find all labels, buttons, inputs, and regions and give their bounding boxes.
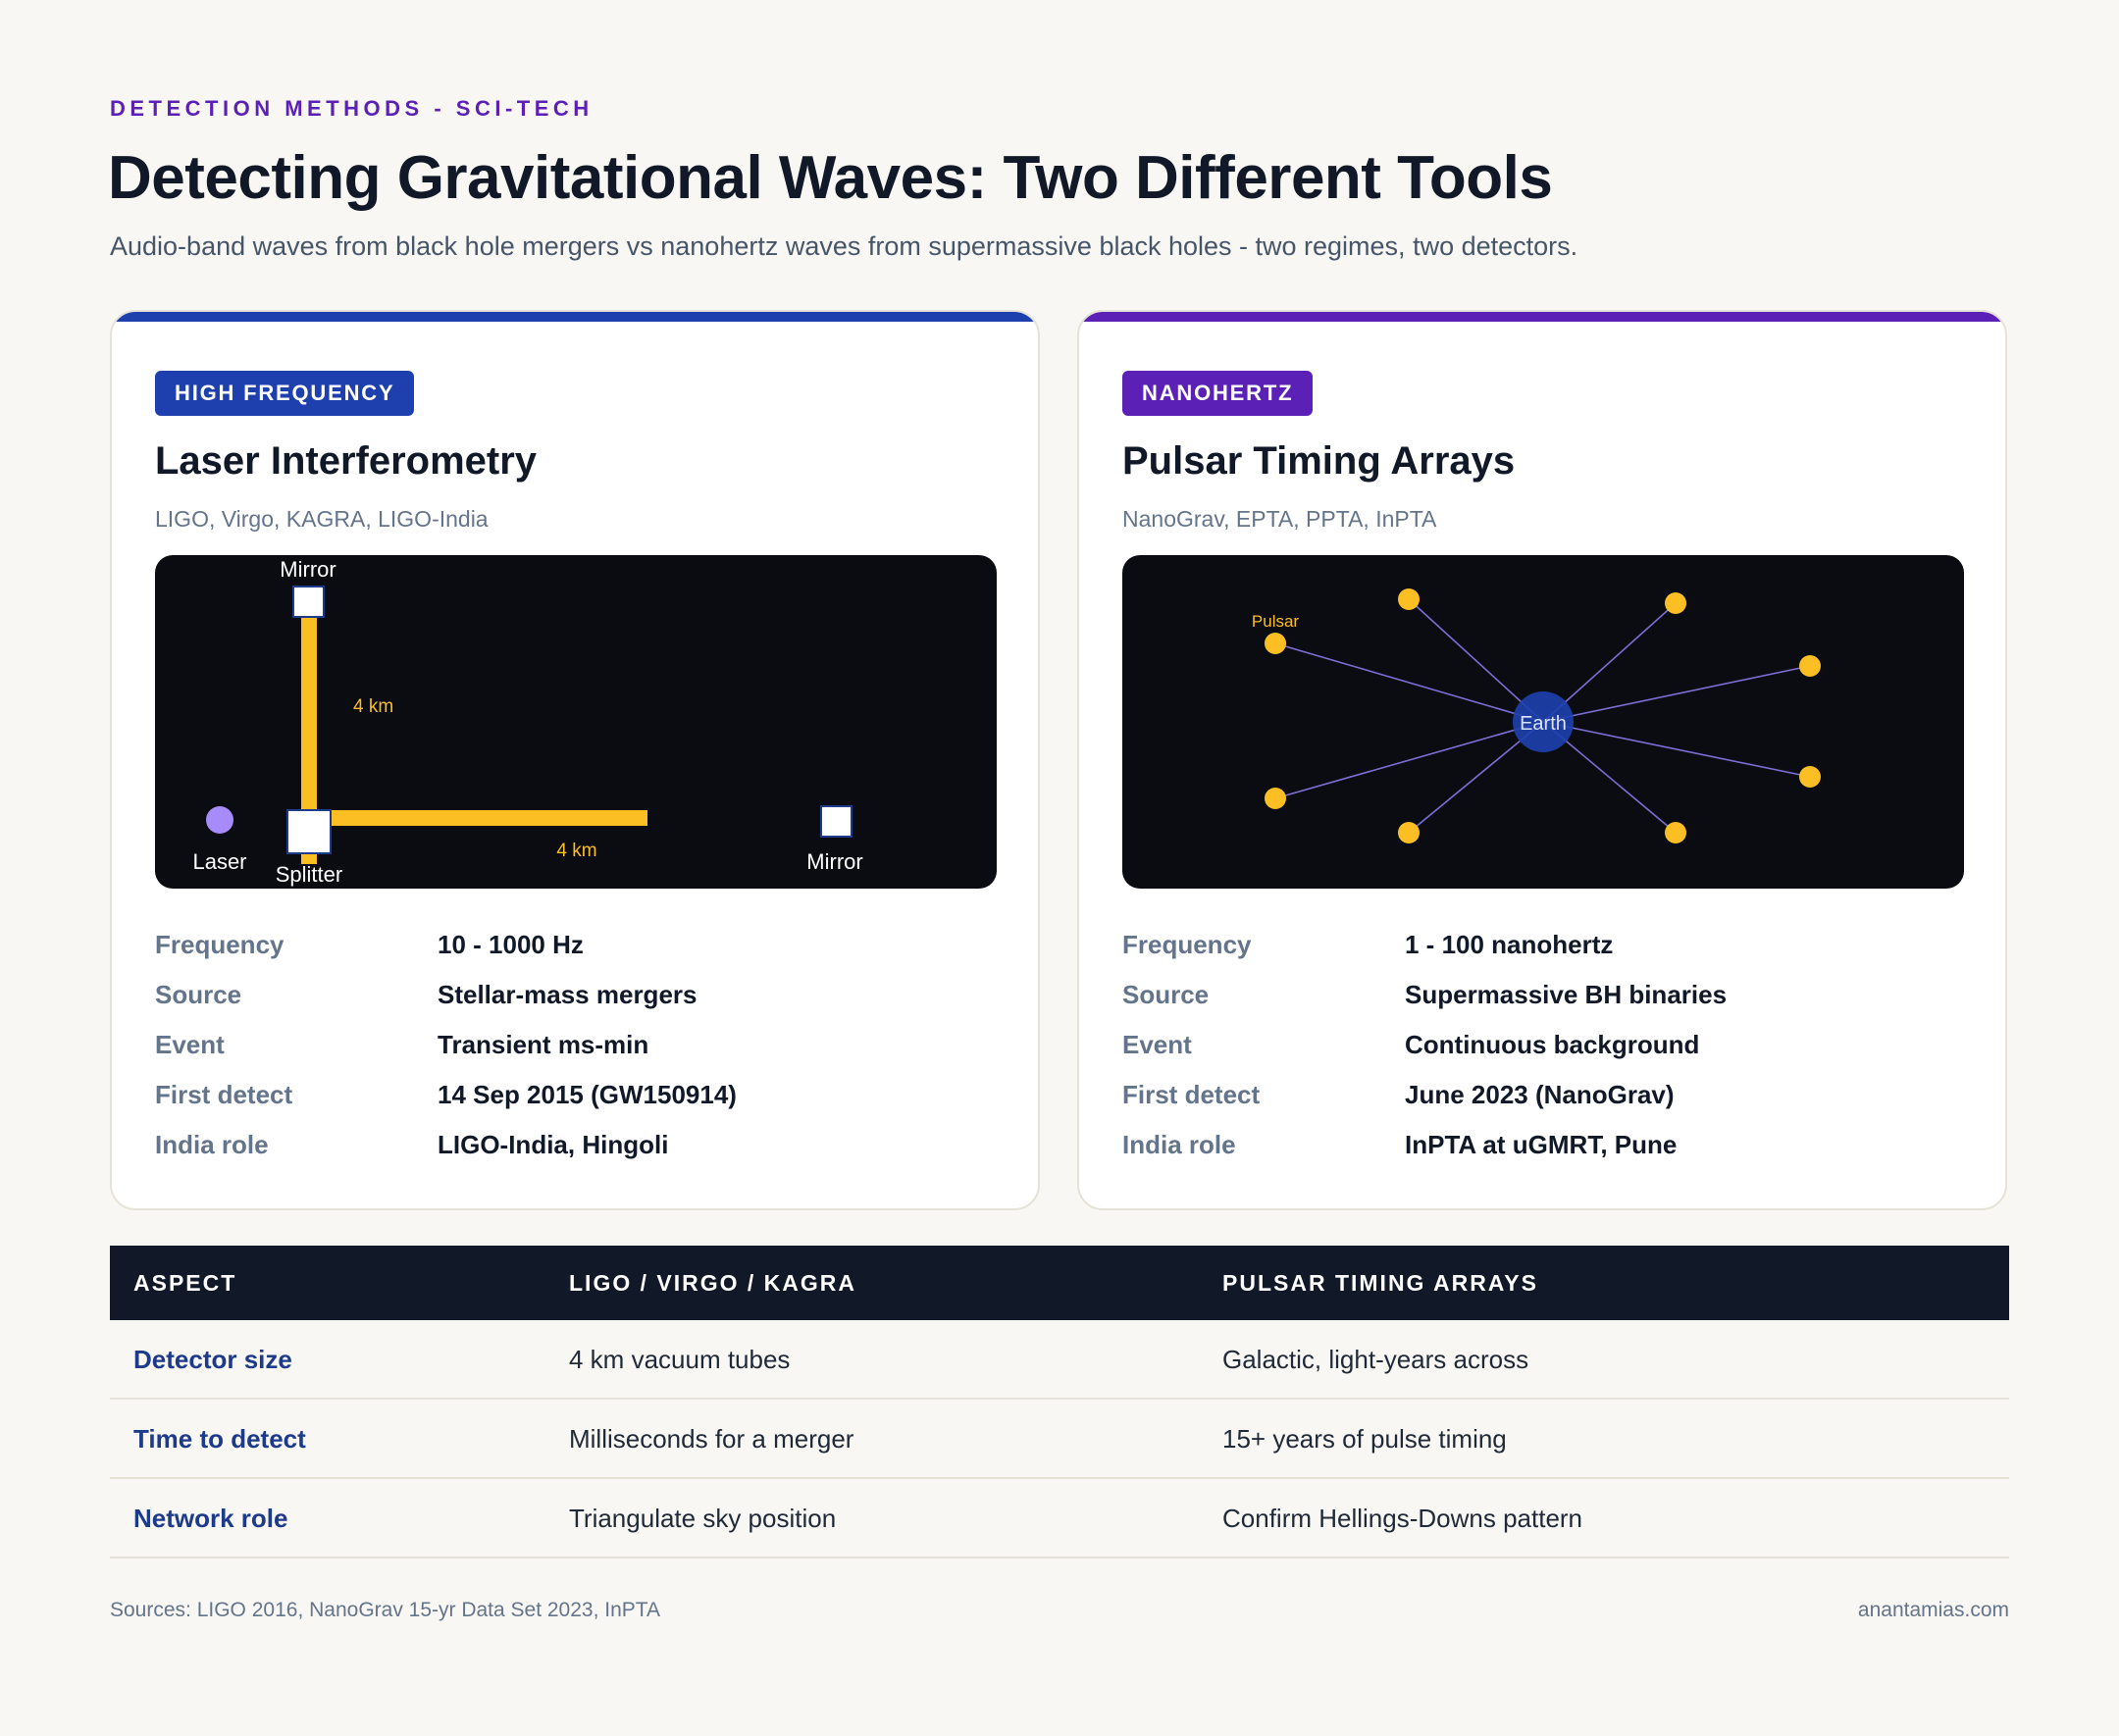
card-subtitle: NanoGrav, EPTA, PPTA, InPTA: [1122, 506, 1437, 532]
mirror-top-label: Mirror: [280, 557, 336, 582]
laser-icon: [206, 806, 233, 834]
pulsar-icon: [1265, 633, 1286, 654]
earth-icon: [1513, 691, 1574, 752]
spec-value: Continuous background: [1405, 1030, 1700, 1059]
spec-value: InPTA at uGMRT, Pune: [1405, 1130, 1678, 1159]
table-cell: Triangulate sky position: [569, 1504, 837, 1533]
table-cell: Milliseconds for a merger: [569, 1424, 854, 1454]
spec-value: June 2023 (NanoGrav): [1405, 1080, 1675, 1109]
horizontal-arm: [309, 810, 647, 826]
table-cell: 4 km vacuum tubes: [569, 1345, 791, 1374]
mirror-right-label: Mirror: [806, 849, 862, 874]
table-header: ASPECT LIGO / VIRGO / KAGRA PULSAR TIMIN…: [110, 1246, 2009, 1320]
spec-value: 14 Sep 2015 (GW150914): [438, 1080, 737, 1109]
pulsar-link-line: [1542, 721, 1811, 778]
spec-row: Frequency 1 - 100 nanohertz: [1122, 930, 1966, 980]
pulsar-icon: [1799, 766, 1821, 788]
column-header: LIGO / VIRGO / KAGRA: [569, 1270, 857, 1296]
spec-row: First detect June 2023 (NanoGrav): [1122, 1080, 1966, 1130]
spec-value: Supermassive BH binaries: [1405, 980, 1728, 1009]
pulsar-label: Pulsar: [1252, 612, 1300, 631]
interferometer-diagram: Mirror Mirror Splitter Laser 4 km 4 km: [155, 555, 997, 889]
frequency-badge: NANOHERTZ: [1122, 371, 1314, 416]
pulsar-icon: [1799, 655, 1821, 677]
spec-list: Frequency 1 - 100 nanohertz Source Super…: [1122, 930, 1966, 1180]
splitter-icon: [286, 809, 332, 854]
pulsar-array-diagram: Earth Pulsar: [1122, 555, 1964, 889]
pulsar-icon: [1398, 588, 1420, 610]
spec-list: Frequency 10 - 1000 Hz Source Stellar-ma…: [155, 930, 999, 1180]
table-cell: Galactic, light-years across: [1222, 1345, 1529, 1374]
spec-row: Event Transient ms-min: [155, 1030, 999, 1080]
spec-label: India role: [1122, 1130, 1236, 1159]
column-header: PULSAR TIMING ARRAYS: [1222, 1270, 1538, 1296]
pulsar-array-svg: Earth Pulsar: [1252, 588, 1821, 843]
spec-label: First detect: [155, 1080, 293, 1109]
kicker: DETECTION METHODS - SCI-TECH: [110, 96, 594, 121]
frequency-badge: HIGH FREQUENCY: [155, 371, 415, 416]
table-cell: 15+ years of pulse timing: [1222, 1424, 1507, 1454]
spec-row: Frequency 10 - 1000 Hz: [155, 930, 999, 980]
spec-label: Source: [1122, 980, 1210, 1009]
horizontal-arm-length-label: 4 km: [556, 841, 596, 861]
sources-note: Sources: LIGO 2016, NanoGrav 15-yr Data …: [110, 1599, 661, 1621]
card-title: Laser Interferometry: [155, 439, 538, 483]
spec-label: First detect: [1122, 1080, 1261, 1109]
table-cell: Network role: [133, 1504, 288, 1533]
table-cell: Time to detect: [133, 1424, 306, 1454]
spec-label: Event: [1122, 1030, 1192, 1059]
mirror-right-icon: [820, 805, 853, 838]
pulsar-icon: [1665, 822, 1686, 843]
card-title: Pulsar Timing Arrays: [1122, 439, 1516, 483]
site-credit: anantamias.com: [1857, 1599, 2009, 1621]
spec-row: Source Supermassive BH binaries: [1122, 980, 1966, 1030]
card-accent-bar: [112, 312, 1038, 322]
spec-label: Source: [155, 980, 242, 1009]
spec-value: Transient ms-min: [438, 1030, 649, 1059]
spec-value: Stellar-mass mergers: [438, 980, 698, 1009]
laser-label: Laser: [192, 849, 246, 874]
pulsar-timing-card: NANOHERTZ Pulsar Timing Arrays NanoGrav,…: [1077, 310, 2007, 1210]
spec-value: 10 - 1000 Hz: [438, 930, 584, 959]
table-row: Network role Triangulate sky position Co…: [110, 1479, 2009, 1558]
interferometer-svg: Mirror Mirror Splitter Laser 4 km 4 km: [192, 557, 862, 887]
card-subtitle: LIGO, Virgo, KAGRA, LIGO-India: [155, 506, 489, 532]
card-accent-bar: [1079, 312, 2005, 322]
table-row: Detector size 4 km vacuum tubes Galactic…: [110, 1320, 2009, 1400]
table-cell: Confirm Hellings-Downs pattern: [1222, 1504, 1583, 1533]
splitter-label: Splitter: [276, 862, 342, 887]
laser-interferometry-card: HIGH FREQUENCY Laser Interferometry LIGO…: [110, 310, 1040, 1210]
pulsar-link-line: [1274, 721, 1544, 799]
spec-label: Frequency: [155, 930, 284, 959]
pulsar-icon: [1398, 822, 1420, 843]
spec-value: LIGO-India, Hingoli: [438, 1130, 669, 1159]
page-subtitle: Audio-band waves from black hole mergers…: [110, 231, 1578, 261]
spec-row: Event Continuous background: [1122, 1030, 1966, 1080]
table-row: Time to detect Milliseconds for a merger…: [110, 1400, 2009, 1479]
column-header: ASPECT: [133, 1270, 237, 1296]
spec-value: 1 - 100 nanohertz: [1405, 930, 1614, 959]
pulsar-icon: [1665, 592, 1686, 614]
spec-label: Frequency: [1122, 930, 1252, 959]
table-cell: Detector size: [133, 1345, 292, 1374]
spec-row: India role LIGO-India, Hingoli: [155, 1130, 999, 1180]
spec-row: India role InPTA at uGMRT, Pune: [1122, 1130, 1966, 1180]
spec-row: Source Stellar-mass mergers: [155, 980, 999, 1030]
vertical-arm: [301, 609, 317, 864]
page-title: Detecting Gravitational Waves: Two Diffe…: [108, 144, 1553, 212]
spec-label: India role: [155, 1130, 269, 1159]
comparison-table: ASPECT LIGO / VIRGO / KAGRA PULSAR TIMIN…: [110, 1246, 2009, 1558]
pulsar-icon: [1265, 788, 1286, 809]
pulsar-link-line: [1274, 642, 1544, 723]
earth-label: Earth: [1520, 713, 1567, 735]
spec-row: First detect 14 Sep 2015 (GW150914): [155, 1080, 999, 1130]
vertical-arm-length-label: 4 km: [353, 696, 393, 717]
spec-label: Event: [155, 1030, 225, 1059]
mirror-top-icon: [292, 586, 325, 618]
pulsar-link-line: [1542, 665, 1811, 723]
